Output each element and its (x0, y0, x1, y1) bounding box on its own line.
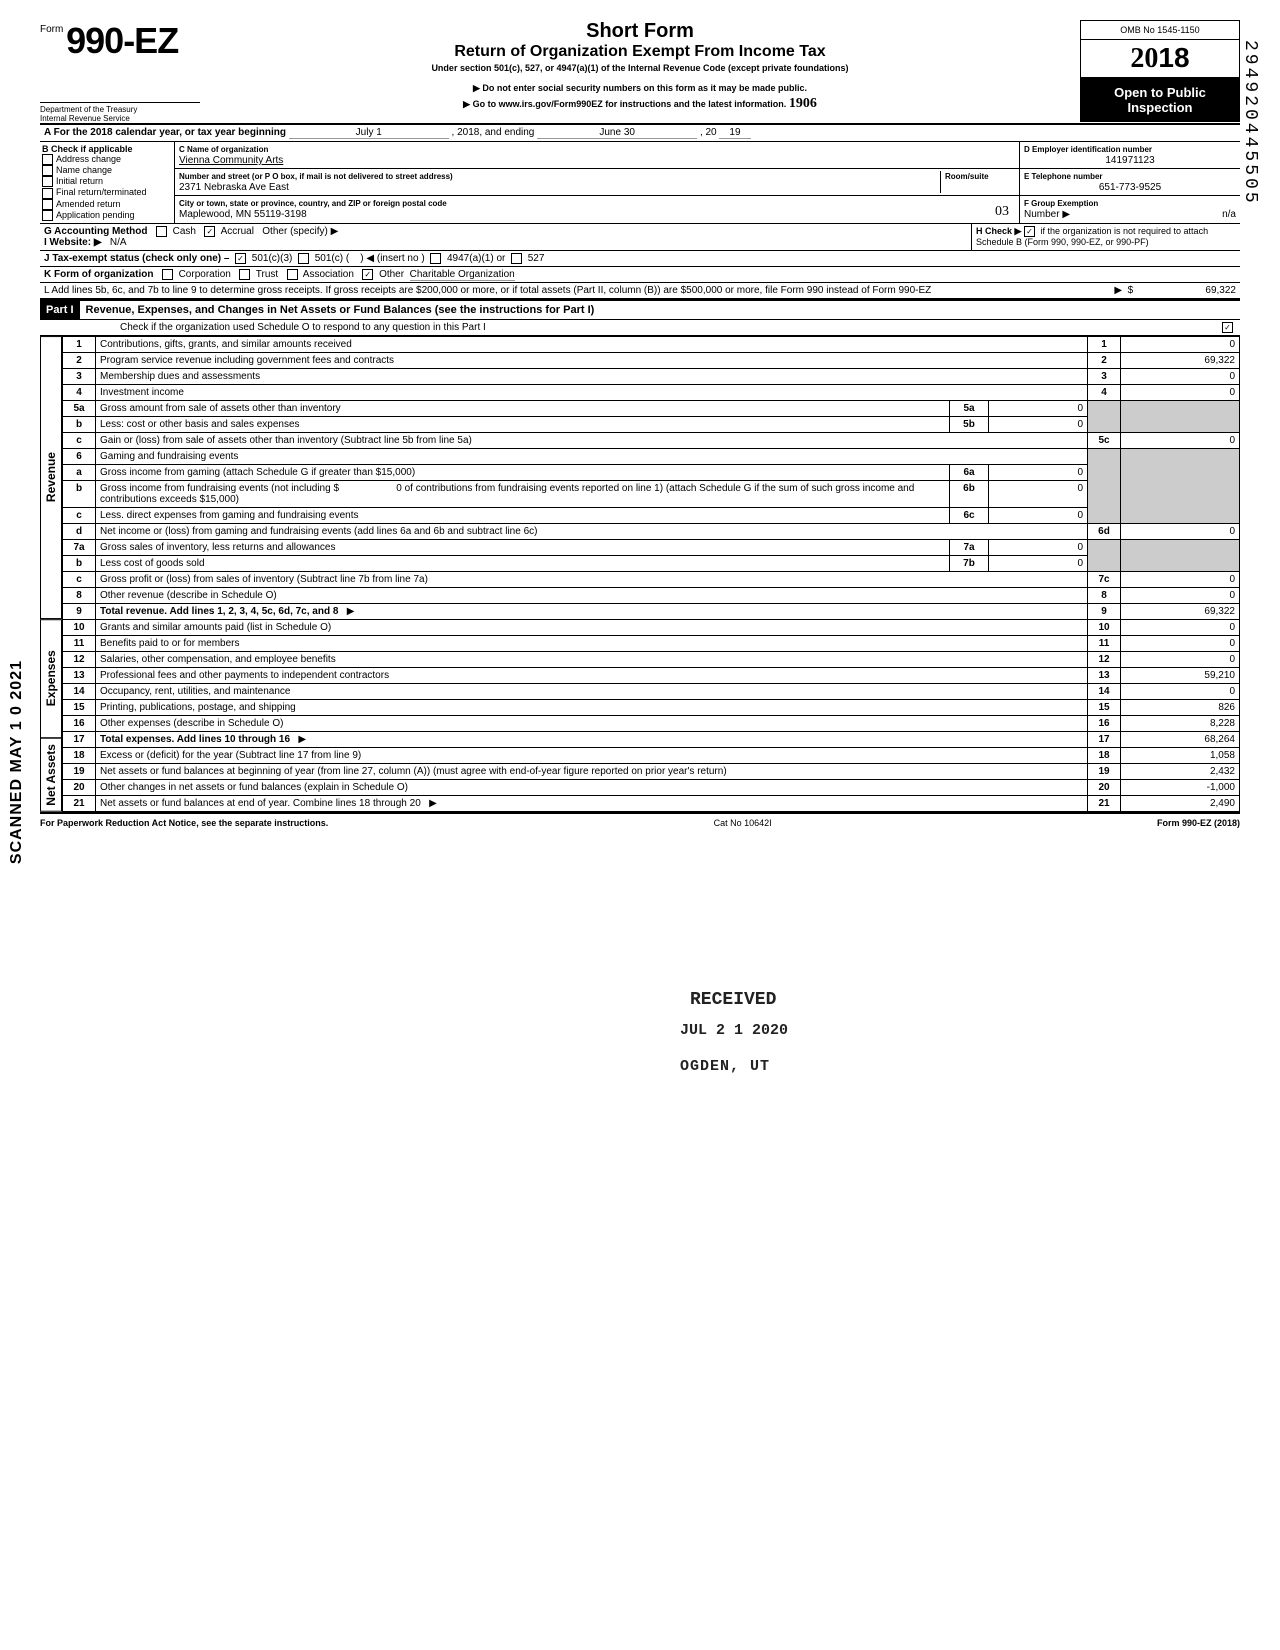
other-org-checkbox[interactable] (362, 269, 373, 280)
footer-mid: Cat No 10642I (714, 818, 772, 828)
dept-irs: Internal Revenue Service (40, 114, 200, 123)
org-city: Maplewood, MN 55119-3198 (179, 209, 307, 220)
e-label: E Telephone number (1024, 172, 1103, 181)
501c-checkbox[interactable] (298, 253, 309, 264)
c-label: C Name of organization (179, 145, 268, 154)
opt-addr: Address change (56, 154, 121, 164)
title-main: Return of Organization Exempt From Incom… (210, 43, 1070, 61)
k-other: Other (379, 269, 404, 280)
f-num-label: Number ▶ (1024, 209, 1070, 220)
gross-receipts: 69,322 (1136, 285, 1236, 296)
j-501c3: 501(c)(3) (252, 253, 293, 264)
group-exemption: n/a (1222, 209, 1236, 220)
k-assoc: Association (303, 269, 354, 280)
name-change-checkbox[interactable] (42, 165, 53, 176)
accrual-checkbox[interactable] (204, 226, 215, 237)
org-name: Vienna Community Arts (179, 155, 283, 166)
addr-change-checkbox[interactable] (42, 154, 53, 165)
corp-checkbox[interactable] (162, 269, 173, 280)
app-pending-checkbox[interactable] (42, 210, 53, 221)
ein: 141971123 (1024, 155, 1236, 166)
initial-return-checkbox[interactable] (42, 176, 53, 187)
l-text: L Add lines 5b, 6c, and 7b to line 9 to … (44, 285, 1086, 296)
received-date-stamp: JUL 2 1 2020 (680, 1022, 788, 1039)
form-number: 990-EZ (66, 20, 178, 61)
ogden-stamp: OGDEN, UT (680, 1058, 770, 1075)
form-prefix: Form (40, 24, 63, 35)
l-arrow: ▶ (1114, 285, 1122, 296)
title-short: Short Form (210, 20, 1070, 43)
room-handwritten: 03 (995, 204, 1009, 220)
footer-right: Form 990-EZ (2018) (1157, 818, 1240, 828)
i-label: I Website: ▶ (44, 237, 102, 248)
501c3-checkbox[interactable] (235, 253, 246, 264)
omb-number: OMB No 1545-1150 (1080, 20, 1240, 39)
k-otherval: Charitable Organization (410, 269, 515, 281)
website: N/A (110, 237, 127, 248)
tax-year-end: June 30 (537, 127, 697, 139)
title-sub: Under section 501(c), 527, or 4947(a)(1)… (210, 63, 1070, 73)
amended-return-checkbox[interactable] (42, 199, 53, 210)
lines-table: 1Contributions, gifts, grants, and simil… (62, 336, 1240, 812)
j-insert: ) ◀ (insert no ) (360, 253, 424, 264)
room-label: Room/suite (945, 172, 989, 181)
street-label: Number and street (or P O box, if mail i… (179, 172, 453, 181)
dept-treasury: Department of the Treasury (40, 102, 200, 114)
j-527: 527 (528, 253, 545, 264)
opt-initial: Initial return (56, 176, 103, 186)
assoc-checkbox[interactable] (287, 269, 298, 280)
k-label: K Form of organization (44, 269, 153, 280)
opt-name: Name change (56, 165, 112, 175)
k-trust: Trust (256, 269, 278, 280)
final-return-checkbox[interactable] (42, 188, 53, 199)
title-note1: ▶ Do not enter social security numbers o… (210, 83, 1070, 94)
b-label: B Check if applicable (42, 144, 133, 154)
opt-amended: Amended return (56, 199, 121, 209)
title-note2: ▶ Go to www.irs.gov/Form990EZ for instru… (463, 99, 786, 109)
opt-final: Final return/terminated (56, 187, 147, 197)
tax-year-val: 19 (719, 127, 750, 139)
row-a-label: A For the 2018 calendar year, or tax yea… (44, 127, 286, 138)
received-stamp: RECEIVED (690, 990, 776, 1010)
dln-number: 294920445505 (1240, 40, 1260, 206)
4947-checkbox[interactable] (430, 253, 441, 264)
tax-year: 2018 (1080, 39, 1240, 78)
row-a-mid: , 2018, and ending (452, 127, 535, 138)
scanned-stamp: SCANNED MAY 1 0 2021 (8, 660, 26, 864)
cash-checkbox[interactable] (156, 226, 167, 237)
h-label: H Check ▶ (976, 226, 1021, 236)
h-checkbox[interactable] (1024, 226, 1035, 237)
row-a: A For the 2018 calendar year, or tax yea… (40, 125, 1240, 142)
j-501c: 501(c) ( (315, 253, 349, 264)
g-other: Other (specify) ▶ (262, 226, 338, 237)
j-4947: 4947(a)(1) or (447, 253, 505, 264)
g-cash: Cash (173, 226, 196, 237)
f-label: F Group Exemption (1024, 199, 1098, 208)
j-label: J Tax-exempt status (check only one) – (44, 253, 229, 264)
side-expenses: Expenses (40, 619, 62, 738)
tax-year-begin: July 1 (289, 127, 449, 139)
d-label: D Employer identification number (1024, 145, 1152, 154)
telephone: 651-773-9525 (1024, 182, 1236, 193)
handwritten-code: 1906 (789, 96, 817, 111)
527-checkbox[interactable] (511, 253, 522, 264)
g-label: G Accounting Method (44, 226, 148, 237)
l-dollar: $ (1128, 285, 1134, 296)
trust-checkbox[interactable] (239, 269, 250, 280)
part1-check-text: Check if the organization used Schedule … (120, 322, 486, 333)
city-label: City or town, state or province, country… (179, 199, 447, 208)
org-street: 2371 Nebraska Ave East (179, 182, 289, 193)
g-accrual: Accrual (221, 226, 254, 237)
side-revenue: Revenue (40, 336, 62, 619)
row-a-yr: , 20 (700, 127, 717, 138)
side-netassets: Net Assets (40, 738, 62, 812)
open-public: Open to Public Inspection (1080, 78, 1240, 122)
footer-left: For Paperwork Reduction Act Notice, see … (40, 818, 328, 828)
schedule-o-checkbox[interactable] (1222, 322, 1233, 333)
k-corp: Corporation (179, 269, 231, 280)
opt-pending: Application pending (56, 210, 135, 220)
part1-label: Part I (40, 301, 80, 319)
part1-title: Revenue, Expenses, and Changes in Net As… (80, 301, 601, 319)
